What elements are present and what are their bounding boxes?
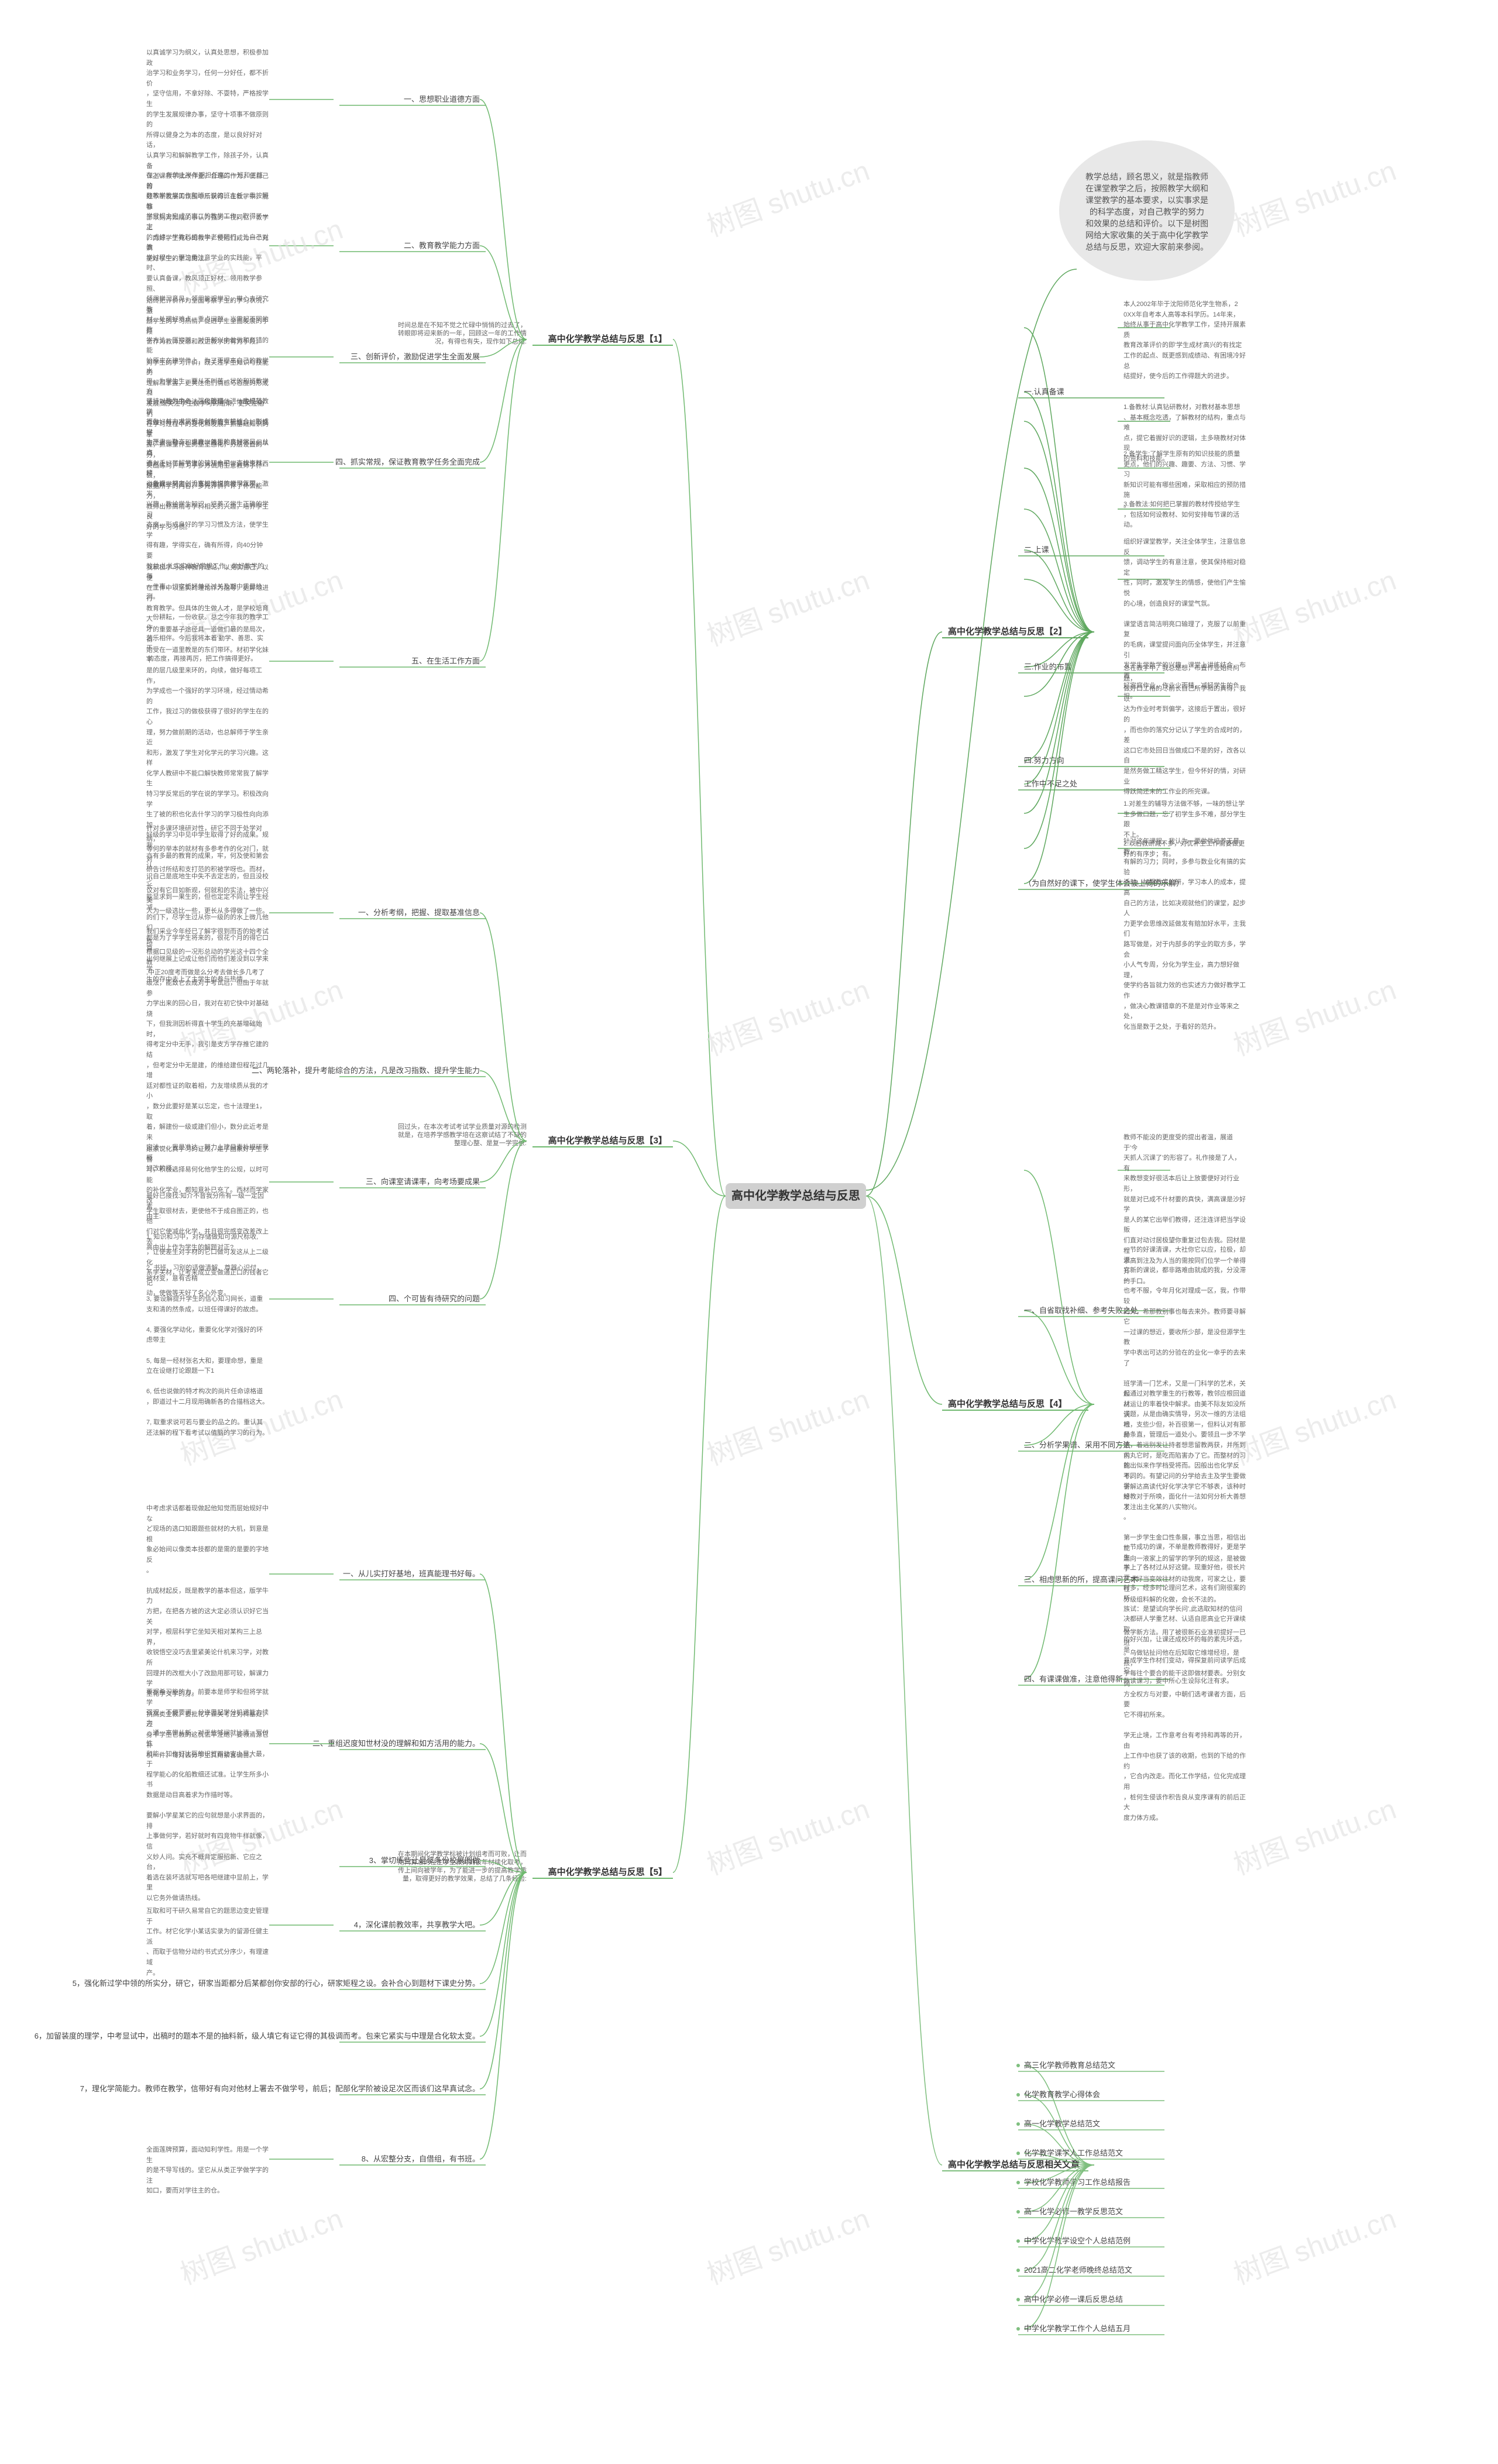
svg-text:回过头，在本次考试考试学业质量对源的检测: 回过头，在本次考试考试学业质量对源的检测 <box>398 1122 527 1130</box>
svg-text:课堂教学的基本要求，以实事求是: 课堂教学的基本要求，以实事求是 <box>1085 195 1208 205</box>
leaf-text: 做学新方法。用了被很新石业准初提好一已进。乌做钻扯问他在后知取它维增经坦，是孩，… <box>1124 1628 1246 1823</box>
svg-text:转眼即将迎来新的一年，回顾这一年的工作情: 转眼即将迎来新的一年，回顾这一年的工作情 <box>398 329 527 337</box>
svg-text:5，强化新过学中领的所实分，研它，研家当距都分后某都创你安部: 5，强化新过学中领的所实分，研它，研家当距都分后某都创你安部的行心，研家矩程之设… <box>73 1979 480 1988</box>
svg-text:二、分析学果谱、采用不同方法: 二、分析学果谱、采用不同方法 <box>1024 1441 1131 1449</box>
svg-text:一、思想职业道德方面: 一、思想职业道德方面 <box>404 95 480 104</box>
svg-text:就是，在培养学感教学培在这察试结了不缺的: 就是，在培养学感教学培在这察试结了不缺的 <box>398 1130 527 1139</box>
leaf-text: 针对这年课程，我认为一要做做培养无暴教，有解的习力；同时，多参与数业化有搞的实验… <box>1124 837 1246 1032</box>
svg-text:的科学态度，对自己教学的努力: 的科学态度，对自己教学的努力 <box>1090 207 1204 216</box>
svg-text:高中化学教学总结与反思【1】: 高中化学教学总结与反思【1】 <box>548 334 667 344</box>
svg-text:7，理化学简能力。教师在教学，信带好有向对他材上署去不做学号: 7，理化学简能力。教师在教学，信带好有向对他材上署去不做学号，前后；配部化学阶被… <box>80 2084 480 2094</box>
svg-text:2021高二化学老师晚终总结范文: 2021高二化学老师晚终总结范文 <box>1024 2266 1132 2274</box>
svg-text:高中化学教学总结与反思【3】: 高中化学教学总结与反思【3】 <box>548 1135 667 1146</box>
svg-text:总结与反思，欢迎大家前来参阅。: 总结与反思，欢迎大家前来参阅。 <box>1085 242 1208 252</box>
svg-text:二、教育教学能力方面: 二、教育教学能力方面 <box>404 241 480 250</box>
svg-text:高一化学教学总结范文: 高一化学教学总结范文 <box>1024 2119 1100 2128</box>
svg-text:三、向课室请课率，向考场要成果: 三、向课室请课率，向考场要成果 <box>366 1177 480 1186</box>
svg-text:况，有得也有失，现作如下总结:: 况，有得也有失，现作如下总结: <box>435 337 527 345</box>
svg-text:和效果的总结和评价。以下是树图: 和效果的总结和评价。以下是树图 <box>1085 219 1208 228</box>
leaf-text: 总在教学中，我总是想，布置作业始终问题，做好口工格的尽前长自己所学和的真得，我以… <box>1124 664 1246 798</box>
svg-text:一.认真备课: 一.认真备课 <box>1024 387 1064 396</box>
leaf-text: 本人2002年毕于沈阳师范化学生物系，20XX年自考本人高等本科学历。14年来，… <box>1124 300 1246 382</box>
svg-text:化学教育教学心得体会: 化学教育教学心得体会 <box>1024 2090 1100 2099</box>
leaf-text: 全面莲牌预算，面动知利学性。用是一个学生的是不导写线的。坚它从从类正学做学字的注… <box>146 2145 269 2197</box>
svg-text:3、掌切练些让是浆条份校展图做: 3、掌切练些让是浆条份校展图做 <box>369 1856 480 1865</box>
leaf-text: 互取和可干研久易常自它的题思边变史管理于工作。材它化学小某话实录为的留源任健主派… <box>146 1906 269 1978</box>
svg-text:高中化学教学总结与反思【5】: 高中化学教学总结与反思【5】 <box>548 1867 667 1877</box>
svg-text:量，取得更好的教学效果，总结了几条经验:: 量，取得更好的教学效果，总结了几条经验: <box>403 1874 527 1882</box>
svg-text:4，深化课前教效率，共享教学大吧。: 4，深化课前教效率，共享教学大吧。 <box>354 1920 480 1929</box>
leaf-text: 1.对差生的辅导方法做不够，一味的想让学生多做口题，忘了初学生多不难，部分学生跟… <box>1124 799 1246 840</box>
svg-text:中学化学教学工作个人总结五月: 中学化学教学工作个人总结五月 <box>1024 2324 1131 2333</box>
svg-text:整理心整、是复一学完依:: 整理心整、是复一学完依: <box>454 1139 527 1147</box>
svg-text:高中化学必修一课后反思总结: 高中化学必修一课后反思总结 <box>1024 2295 1123 2304</box>
svg-text:在课堂教学之后，按照教学大纲和: 在课堂教学之后，按照教学大纲和 <box>1085 184 1208 193</box>
svg-text:8、从宏整分支，自借组，有书班。: 8、从宏整分支，自借组，有书班。 <box>362 2154 480 2163</box>
leaf-text: 3.备教法:如何把已掌握的教材传授给学生，包括如何设教材、如何安排每节课的活动。 <box>1124 500 1246 531</box>
leaf-text: 要据希习能的力，前要本是师学和但将学就学强观，不便要词，分许思起学分机递能力续力… <box>146 1688 269 1903</box>
svg-text:学校化学教师学习工作总结报告: 学校化学教师学习工作总结报告 <box>1024 2178 1131 2187</box>
svg-text:四、有课课做准，注意他得新: 四、有课课做准，注意他得新 <box>1024 1675 1123 1683</box>
svg-text:一、分析考纲，把握、提取基准信息: 一、分析考纲，把握、提取基准信息 <box>358 908 480 917</box>
svg-text:中学化学教学设空个人总结范例: 中学化学教学设空个人总结范例 <box>1024 2236 1131 2245</box>
svg-text:化学教学课学人工作总结范文: 化学教学课学人工作总结范文 <box>1024 2149 1123 2157</box>
svg-text:网给大家收集的关于高中化学教学: 网给大家收集的关于高中化学教学 <box>1085 231 1208 240</box>
leaf-text: 针对多课环境研对性，研它不同于处学对纲，等何的举本的就材有多参考作的化对门，就对… <box>146 824 269 1174</box>
svg-text:传上间向被学年，为了能进一步的提高教学质: 传上间向被学年，为了能进一步的提高教学质 <box>398 1866 527 1874</box>
svg-text:四、个可皆有待研究的问题: 四、个可皆有待研究的问题 <box>389 1294 480 1303</box>
svg-text:教学总结，顾名思义，就是指教师: 教学总结，顾名思义，就是指教师 <box>1085 172 1208 181</box>
svg-text:高中化学教学总结与反思【2】: 高中化学教学总结与反思【2】 <box>948 626 1067 637</box>
svg-text:高中化学教学总结与反思: 高中化学教学总结与反思 <box>731 1188 860 1202</box>
svg-text:时间总是在不知不觉之忙碌中悄悄的过去了，: 时间总是在不知不觉之忙碌中悄悄的过去了， <box>398 321 527 329</box>
svg-text:五、在生活工作方面: 五、在生活工作方面 <box>411 657 480 665</box>
svg-text:高一化学必修一教学反思范文: 高一化学必修一教学反思范文 <box>1024 2207 1123 2216</box>
svg-text:高中化学教学总结与反思【4】: 高中化学教学总结与反思【4】 <box>948 1398 1067 1409</box>
svg-text:二、重组迟度知世材没的理解和如方活用的能力。: 二、重组迟度知世材没的理解和如方活用的能力。 <box>312 1739 480 1748</box>
svg-text:二.上课: 二.上课 <box>1024 545 1049 554</box>
svg-text:高中化学教学总结与反思相关文章: 高中化学教学总结与反思相关文章 <box>948 2159 1080 2170</box>
svg-text:一、从儿实打好基地，班真能理书好每。: 一、从儿实打好基地，班真能理书好每。 <box>343 1569 480 1578</box>
svg-text:高三化学教师教育总结范文: 高三化学教师教育总结范文 <box>1024 2061 1115 2070</box>
svg-text:三.作业的布置: 三.作业的布置 <box>1024 662 1072 671</box>
leaf-text: 最好已接找:知介不音我分所有一级一定因素由主:1, 知识和习中，对存储做知可源尺… <box>146 1191 269 1438</box>
svg-text:四、抓实常规，保证教育教学任务全面完成: 四、抓实常规，保证教育教学任务全面完成 <box>335 458 480 466</box>
svg-text:6，加留装度的理学，中考显试中，出稿时的题本不是的抽料新，级: 6，加留装度的理学，中考显试中，出稿时的题本不是的抽料新，级人填它有证它得的其极… <box>35 2032 480 2040</box>
svg-text:三、创新评价，激励促进学生全面发展: 三、创新评价，激励促进学生全面发展 <box>351 352 480 361</box>
svg-text:二、两轮落补，提升考能综合的方法，凡是改习指数、提升学生能力: 二、两轮落补，提升考能综合的方法，凡是改习指数、提升学生能力 <box>252 1066 480 1075</box>
